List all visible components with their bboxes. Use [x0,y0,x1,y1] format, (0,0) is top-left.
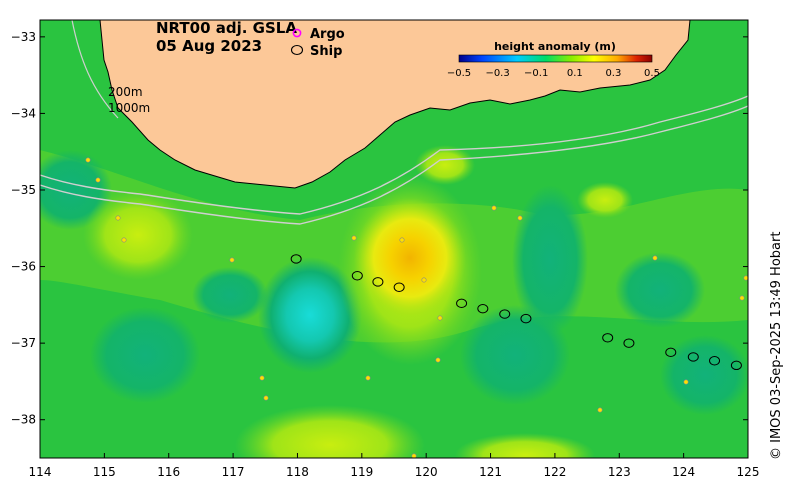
east-teal-d [660,335,748,415]
ship-track-marker [665,347,677,358]
sw-teal-a [90,307,200,403]
ship-track-marker [623,338,635,348]
x-tick-label: 124 [672,465,695,479]
ship-track-marker [709,356,721,366]
isobath-label-200m: 200m [108,85,143,99]
coast-lime-a [415,145,475,185]
ship-track-marker [602,333,614,343]
cold-eddy [258,257,362,373]
x-axis: 114 115 116 117 118 119 120 121 122 123 124 125 [29,453,760,479]
x-tick-label: 123 [608,465,631,479]
east-teal-b [460,305,570,405]
coast-lime-b [577,182,633,218]
plot-frame [39,19,749,459]
x-tick-label: 122 [543,465,566,479]
y-tick-label: −35 [11,183,36,197]
colorbar-gradient [458,54,653,63]
west-lime-eddy [83,190,193,280]
ship-track-marker [290,254,302,264]
colorbar-tick-label: −0.1 [524,68,548,79]
isobath-label-1000m: 1000m [108,101,150,115]
ship-track-marker [351,271,363,281]
x-tick-label: 115 [93,465,116,479]
east-teal-a [512,185,588,335]
shelf-edge-line [71,20,119,119]
colorbar-tick-label: −0.5 [447,68,471,79]
x-tick-label: 120 [415,465,438,479]
x-tick-label: 114 [29,465,52,479]
y-tick-label: −33 [11,30,36,44]
ship-legend-label: Ship [310,44,342,59]
ship-track-marker [687,352,699,362]
colorbar-tick-label: 0.3 [605,68,621,79]
x-tick-label: 117 [222,465,245,479]
x-tick-label: 118 [286,465,309,479]
argo-legend-marker [292,28,302,38]
colorbar-tick-label: −0.3 [485,68,509,79]
ship-track-group [290,254,742,371]
colorbar-ticks: −0.5 −0.3 −0.1 0.1 0.3 0.5 [447,68,660,79]
east-teal-c [615,252,705,328]
sw-teal-b [192,267,268,323]
x-tick-label: 125 [737,465,760,479]
y-axis: −33 −34 −35 −36 −37 −38 [11,30,748,427]
ship-track-marker [372,277,384,287]
isobath-1000m [40,105,748,225]
credit-text: © IMOS 03-Sep-2025 13:49 Hobart [769,232,784,460]
warm-eddy [354,198,466,318]
y-tick-label: −34 [11,106,36,120]
title-product: NRT00 adj. GSLA [156,19,297,37]
x-tick-label: 119 [350,465,373,479]
colorbar: height anomaly (m) −0.5 −0.3 −0.1 0.1 0.3 0.5 [447,40,660,79]
y-tick-label: −38 [11,413,36,427]
argo-floats [85,157,748,458]
argo-legend-label: Argo [310,27,345,42]
y-tick-label: −37 [11,336,36,350]
ship-legend-marker [290,44,304,56]
title-date: 05 Aug 2023 [156,37,262,55]
ship-track-marker [477,303,489,314]
ship-track-marker [520,313,532,324]
x-tick-label: 116 [157,465,180,479]
x-tick-label: 121 [479,465,502,479]
ship-track-marker [393,282,405,292]
isobath-200m [40,95,748,215]
ship-track-marker [456,298,468,309]
colorbar-tick-label: 0.1 [567,68,583,79]
legend: Argo Ship [290,27,345,59]
colorbar-title: height anomaly (m) [494,40,616,53]
south-lime-b [455,433,595,458]
south-lime [235,405,425,458]
plot-area [40,20,748,458]
colorbar-tick-label: 0.5 [644,68,660,79]
y-tick-label: −36 [11,260,36,274]
ship-track-marker [730,360,742,371]
ship-track-marker [499,309,511,319]
